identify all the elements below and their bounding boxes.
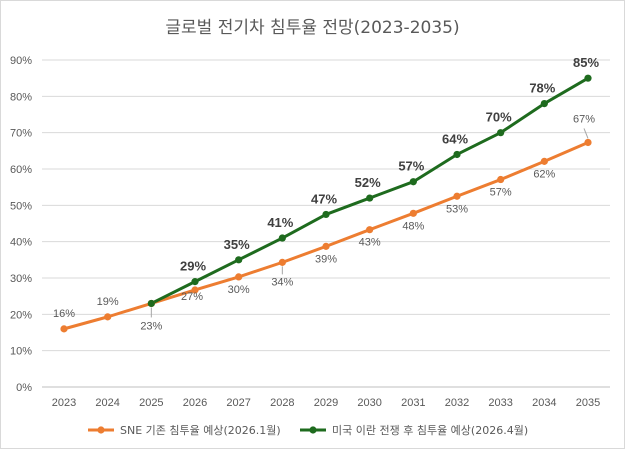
point-sne [409, 209, 417, 217]
y-tick-label: 40% [10, 237, 32, 249]
data-label-war: 35% [224, 237, 250, 252]
data-label-sne: 67% [573, 113, 595, 125]
series-points [60, 74, 592, 333]
data-label-sne: 23% [140, 320, 162, 332]
data-label-war: 64% [442, 131, 468, 146]
y-tick-label: 10% [10, 346, 32, 358]
x-tick-label: 2035 [576, 397, 600, 409]
point-war [147, 299, 155, 308]
x-tick-label: 2023 [52, 397, 76, 409]
y-tick-label: 30% [10, 273, 32, 285]
x-tick-label: 2034 [532, 397, 556, 409]
legend-swatch-marker [309, 426, 317, 434]
data-label-sne: 27% [181, 291, 203, 303]
point-sne [278, 258, 286, 266]
point-war [191, 278, 199, 286]
point-war [453, 150, 461, 159]
x-tick-label: 2033 [488, 397, 512, 409]
y-tick-label: 90% [10, 55, 32, 67]
y-tick-label: 0% [16, 382, 32, 394]
data-label-sne: 30% [228, 284, 250, 296]
legend-label: 미국 이란 전쟁 후 침투율 예상(2026.4월) [332, 424, 528, 437]
leader-line [583, 128, 589, 139]
data-label-war: 57% [398, 159, 424, 174]
legend-swatch-marker [97, 426, 105, 434]
data-label-sne: 16% [53, 308, 75, 320]
data-label-sne: 57% [490, 187, 512, 199]
point-war [235, 256, 243, 264]
point-sne [584, 138, 592, 147]
data-label-sne: 34% [271, 276, 293, 288]
data-label-war: 41% [267, 215, 293, 230]
x-tick-label: 2024 [95, 397, 119, 409]
point-sne [540, 157, 548, 165]
x-axis-ticks: 2023 2024 2025 2026 2027 2028 2029 2030 2031 2032… [52, 397, 600, 409]
point-sne [104, 313, 112, 321]
x-tick-label: 2029 [314, 397, 338, 409]
gridlines [42, 59, 610, 388]
point-war [278, 234, 286, 242]
series-line-sne [63, 141, 589, 331]
data-label-war: 47% [311, 191, 337, 206]
y-tick-label: 50% [10, 200, 32, 212]
x-tick-label: 2025 [139, 397, 163, 409]
data-label-war: 85% [573, 55, 599, 70]
legend-label: SNE 기존 침투율 예상(2026.1월) [120, 424, 281, 437]
series-line-war [150, 76, 589, 305]
legend: SNE 기존 침투율 예상(2026.1월) 미국 이란 전쟁 후 침투율 예상(… [88, 424, 528, 437]
data-label-sne: 48% [402, 220, 424, 232]
point-war [584, 74, 592, 82]
data-label-war: 70% [486, 110, 512, 125]
y-axis-ticks: 0% 10% 20% 30% 40% 50% 60% 70% 80% 90% [10, 55, 32, 394]
data-label-sne: 19% [97, 296, 119, 308]
x-tick-label: 2027 [226, 397, 250, 409]
legend-item-sne: SNE 기존 침투율 예상(2026.1월) [88, 424, 281, 437]
point-war [409, 178, 417, 186]
legend-item-war: 미국 이란 전쟁 후 침투율 예상(2026.4월) [300, 424, 528, 437]
point-sne [191, 286, 199, 294]
chart-title: 글로벌 전기차 침투율 전망(2023-2035) [165, 18, 460, 38]
point-sne [366, 226, 374, 234]
data-label-war: 29% [180, 259, 206, 274]
point-war [366, 194, 374, 202]
x-tick-label: 2031 [401, 397, 425, 409]
y-tick-label: 20% [10, 309, 32, 321]
y-tick-label: 60% [10, 164, 32, 176]
data-labels: 16% 19% 23% 27% 30% 34% 39% 43% 48% 53% 57% 62% 67% 2… [53, 55, 599, 332]
y-tick-label: 70% [10, 128, 32, 140]
y-tick-label: 80% [10, 91, 32, 103]
data-label-sne: 39% [315, 253, 337, 265]
data-label-war: 78% [529, 81, 555, 96]
point-war [322, 210, 330, 219]
point-war [540, 100, 548, 108]
x-tick-label: 2028 [270, 397, 294, 409]
data-label-war: 52% [355, 175, 381, 190]
data-label-sne: 43% [359, 237, 381, 249]
point-sne [497, 175, 505, 184]
point-sne [322, 242, 330, 250]
point-war [497, 129, 505, 137]
x-tick-label: 2026 [183, 397, 207, 409]
point-sne [235, 273, 243, 281]
point-sne [60, 325, 68, 333]
x-tick-label: 2030 [357, 397, 381, 409]
point-sne [453, 192, 461, 200]
x-tick-label: 2032 [445, 397, 469, 409]
data-label-sne: 53% [446, 203, 468, 215]
data-label-sne: 62% [533, 168, 555, 180]
